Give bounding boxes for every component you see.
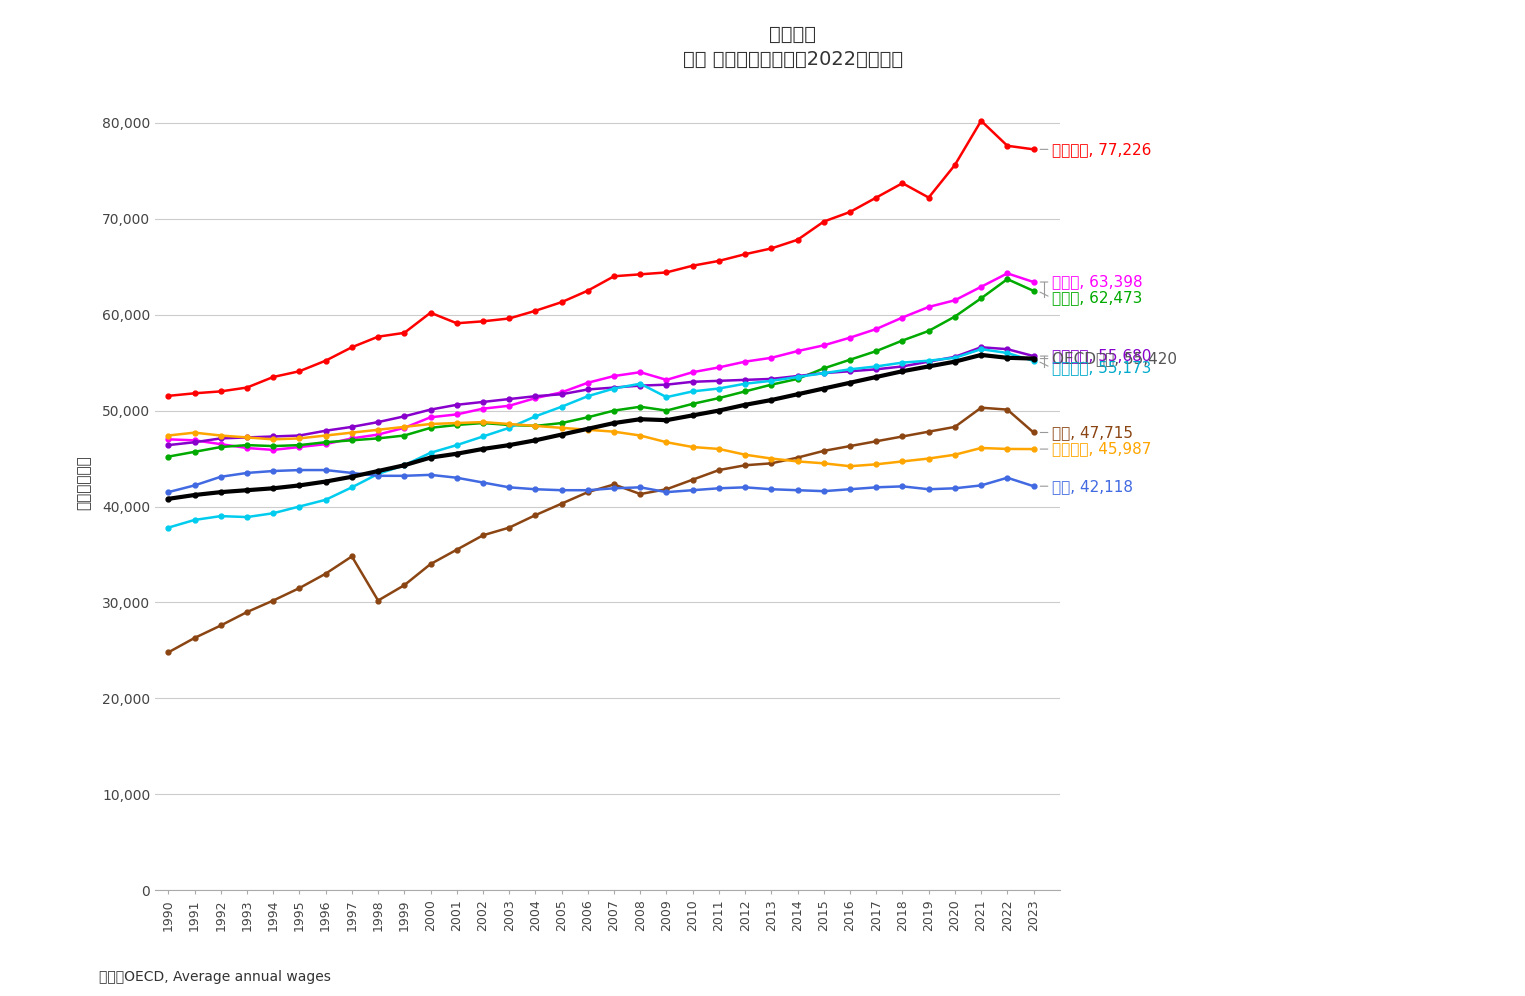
Text: アメリカ, 77,226: アメリカ, 77,226 xyxy=(1052,141,1151,156)
Text: 実質 購買力平価換算（2022年基準）: 実質 購買力平価換算（2022年基準） xyxy=(683,50,903,69)
Text: OECD平均, 55,420: OECD平均, 55,420 xyxy=(1052,351,1177,367)
Y-axis label: 金額［ドル］: 金額［ドル］ xyxy=(76,455,92,510)
Text: 韓国, 47,715: 韓国, 47,715 xyxy=(1052,425,1133,440)
Text: 出典：OECD, Average annual wages: 出典：OECD, Average annual wages xyxy=(99,970,331,984)
Text: カナダ, 63,398: カナダ, 63,398 xyxy=(1052,275,1142,290)
Text: 日本, 42,118: 日本, 42,118 xyxy=(1052,479,1133,494)
Text: イタリア, 45,987: イタリア, 45,987 xyxy=(1052,441,1151,456)
Text: フランス, 55,680: フランス, 55,680 xyxy=(1052,349,1151,364)
Text: 平均給与: 平均給与 xyxy=(770,25,816,44)
Text: イギリス, 55,173: イギリス, 55,173 xyxy=(1052,360,1151,374)
Text: ドイツ, 62,473: ドイツ, 62,473 xyxy=(1052,290,1142,305)
